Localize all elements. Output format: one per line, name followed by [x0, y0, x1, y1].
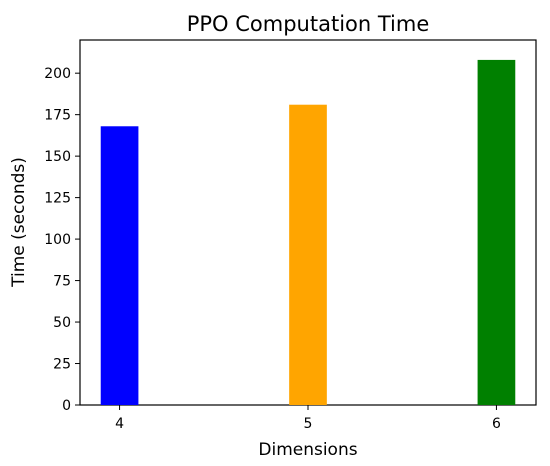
x-axis-label: Dimensions	[258, 440, 357, 460]
y-tick-label-0: 0	[62, 398, 71, 414]
y-tick-label-150: 150	[44, 149, 71, 165]
y-tick-label-100: 100	[44, 232, 71, 248]
x-tick-label-6: 6	[492, 416, 501, 432]
chart-title: PPO Computation Time	[187, 12, 430, 36]
y-axis-label: Time (seconds)	[9, 157, 29, 288]
bar-4	[100, 126, 139, 405]
y-tick-label-75: 75	[53, 274, 71, 290]
bar-6	[477, 59, 516, 406]
y-tick-label-200: 200	[44, 66, 71, 82]
x-tick-label-5: 5	[304, 416, 313, 432]
y-axis: 0 25 50 75 100 125 150 175 200	[44, 66, 80, 414]
y-tick-label-125: 125	[44, 191, 71, 207]
x-tick-label-4: 4	[115, 416, 124, 432]
y-tick-label-175: 175	[44, 108, 71, 124]
y-tick-label-25: 25	[53, 357, 71, 373]
plot-area: 0 25 50 75 100 125 150 175 200 4 5 6	[44, 39, 537, 432]
y-tick-label-50: 50	[53, 315, 71, 331]
bars-group	[100, 59, 516, 406]
x-axis: 4 5 6	[115, 405, 501, 432]
bar-5	[289, 104, 327, 406]
